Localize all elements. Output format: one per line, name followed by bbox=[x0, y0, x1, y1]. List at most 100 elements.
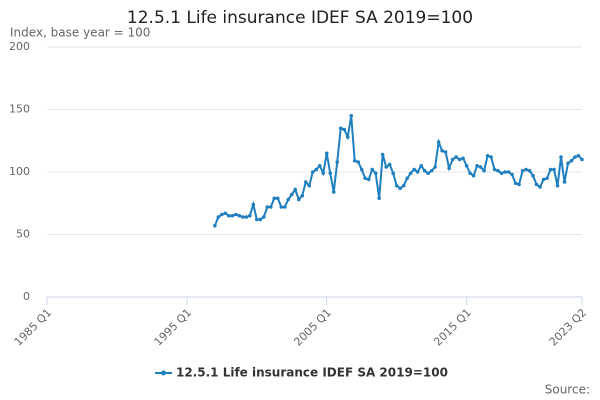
data-point bbox=[527, 168, 532, 173]
data-point bbox=[506, 170, 511, 174]
x-tick-label: 1985 Q1 bbox=[12, 306, 55, 349]
y-tick-label: 50 bbox=[16, 228, 30, 241]
data-point bbox=[248, 213, 252, 218]
chart-title: 12.5.1 Life insurance IDEF SA 2019=100 bbox=[127, 8, 473, 28]
data-point bbox=[485, 153, 490, 158]
data-point bbox=[443, 150, 448, 154]
data-point bbox=[548, 167, 553, 172]
y-tick-label: 100 bbox=[9, 165, 30, 178]
y-tick-label: 150 bbox=[9, 103, 30, 116]
data-point bbox=[223, 211, 228, 216]
data-point bbox=[447, 166, 451, 171]
data-point bbox=[503, 170, 507, 174]
data-point bbox=[545, 176, 549, 181]
data-point bbox=[454, 155, 458, 159]
data-point bbox=[241, 215, 245, 219]
data-point bbox=[216, 215, 221, 219]
data-point bbox=[475, 163, 479, 168]
data-point bbox=[468, 171, 472, 176]
data-point bbox=[213, 223, 217, 228]
data-point bbox=[321, 171, 326, 176]
data-point bbox=[524, 167, 528, 172]
data-point bbox=[426, 171, 430, 176]
data-point bbox=[373, 171, 378, 176]
data-point bbox=[349, 113, 354, 118]
data-point bbox=[296, 197, 301, 202]
data-point bbox=[366, 177, 371, 182]
data-point bbox=[328, 171, 333, 176]
data-point bbox=[356, 160, 361, 164]
data-point bbox=[300, 193, 305, 198]
data-point bbox=[401, 183, 406, 188]
data-point bbox=[230, 213, 235, 218]
data-point bbox=[359, 167, 364, 172]
data-point bbox=[531, 173, 535, 178]
data-point bbox=[478, 165, 483, 169]
data-point bbox=[272, 196, 277, 201]
data-point bbox=[394, 183, 399, 188]
data-point bbox=[220, 212, 224, 217]
x-tick-label: 1995 Q1 bbox=[152, 306, 195, 349]
y-tick-label: 200 bbox=[9, 40, 30, 53]
data-point bbox=[489, 155, 493, 159]
source: Source: bbox=[545, 383, 590, 397]
data-point bbox=[513, 181, 518, 186]
data-point bbox=[282, 205, 287, 209]
data-point bbox=[310, 170, 315, 174]
data-point bbox=[559, 155, 563, 159]
data-point bbox=[335, 160, 340, 164]
data-point bbox=[464, 163, 469, 168]
data-point bbox=[227, 213, 231, 218]
data-point bbox=[255, 217, 259, 222]
data-point bbox=[450, 157, 455, 162]
data-point bbox=[317, 163, 322, 168]
data-point bbox=[352, 158, 357, 163]
data-point bbox=[499, 171, 504, 176]
data-point bbox=[419, 163, 423, 168]
data-point bbox=[580, 157, 584, 162]
x-tick-label: 2023 Q2 bbox=[547, 306, 590, 349]
data-point bbox=[286, 197, 291, 202]
data-point bbox=[338, 126, 343, 131]
data-point bbox=[496, 168, 500, 173]
data-point bbox=[492, 167, 497, 172]
x-tick-label: 2005 Q1 bbox=[291, 306, 334, 349]
y-tick-label: 0 bbox=[23, 290, 30, 303]
data-point bbox=[293, 187, 298, 192]
data-point bbox=[244, 215, 249, 219]
data-point bbox=[573, 155, 577, 159]
data-point bbox=[303, 180, 308, 184]
data-point bbox=[275, 196, 280, 201]
data-point bbox=[279, 205, 284, 209]
data-point bbox=[440, 148, 444, 153]
data-point bbox=[415, 170, 420, 174]
data-point bbox=[433, 165, 437, 169]
data-point bbox=[555, 183, 560, 188]
data-point bbox=[345, 135, 350, 139]
legend-marker bbox=[161, 370, 166, 376]
data-point bbox=[412, 167, 416, 172]
data-point bbox=[569, 158, 574, 163]
data-point bbox=[534, 182, 539, 187]
data-point bbox=[380, 152, 385, 157]
data-point bbox=[405, 176, 409, 181]
data-point bbox=[307, 183, 312, 188]
data-point bbox=[324, 151, 329, 156]
data-point bbox=[517, 182, 521, 187]
legend-label: 12.5.1 Life insurance IDEF SA 2019=100 bbox=[176, 366, 448, 380]
data-point bbox=[265, 205, 270, 209]
data-point bbox=[268, 205, 273, 209]
data-point bbox=[422, 168, 427, 173]
x-tick-label: 2015 Q1 bbox=[431, 306, 474, 349]
data-point bbox=[234, 212, 238, 217]
data-point bbox=[576, 153, 581, 158]
data-point bbox=[331, 190, 336, 194]
data-point bbox=[457, 157, 462, 162]
data-point bbox=[436, 140, 441, 144]
data-point bbox=[261, 215, 266, 219]
data-point bbox=[258, 217, 263, 222]
data-point bbox=[471, 173, 476, 178]
data-point bbox=[342, 127, 347, 132]
data-point bbox=[461, 156, 465, 161]
